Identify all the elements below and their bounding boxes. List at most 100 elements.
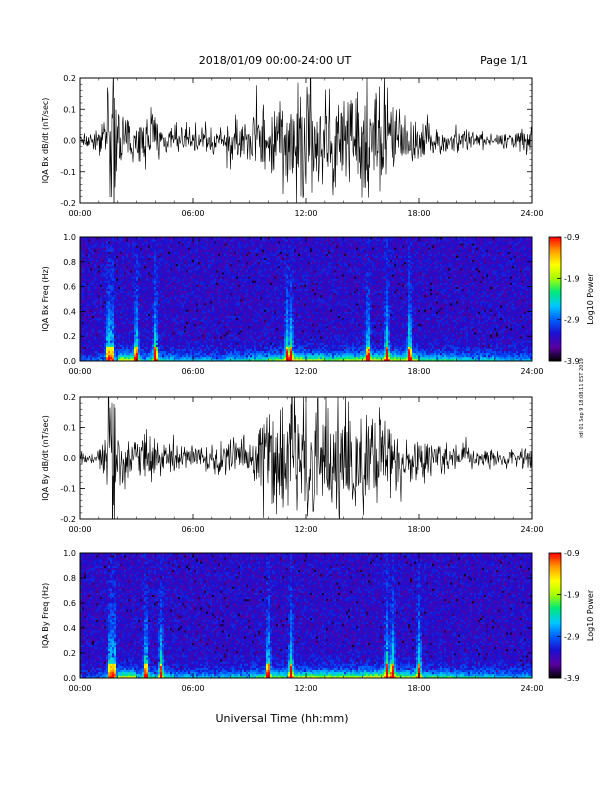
spectrogram-cell bbox=[172, 324, 174, 326]
spectrogram-cell bbox=[120, 282, 122, 284]
spectrogram-cell bbox=[194, 347, 196, 349]
spectrogram-cell bbox=[136, 295, 138, 297]
spectrogram-cell bbox=[208, 307, 210, 309]
spectrogram-cell bbox=[236, 342, 238, 344]
spectrogram-cell bbox=[226, 347, 228, 349]
spectrogram-cell bbox=[210, 303, 212, 305]
spectrogram-cell bbox=[168, 326, 170, 328]
spectrogram-cell bbox=[208, 303, 210, 305]
spectrogram-cell bbox=[168, 270, 170, 272]
spectrogram-cell bbox=[88, 355, 90, 357]
spectrogram-cell bbox=[238, 256, 240, 258]
spectrogram-cell bbox=[118, 262, 120, 264]
spectrogram-cell bbox=[168, 305, 170, 307]
spectrogram-cell bbox=[158, 282, 160, 284]
spectrogram-cell bbox=[190, 254, 192, 256]
spectrogram-cell bbox=[176, 353, 178, 355]
spectrogram-cell bbox=[156, 340, 158, 342]
spectrogram-cell bbox=[228, 243, 230, 245]
spectrogram-cell bbox=[162, 307, 164, 309]
spectrogram-cell bbox=[98, 340, 100, 342]
spectrogram-cell bbox=[100, 299, 102, 301]
spectrogram-cell bbox=[236, 268, 238, 270]
spectrogram-cell bbox=[124, 353, 126, 355]
spectrogram-cell bbox=[242, 324, 244, 326]
spectrogram-cell bbox=[142, 245, 144, 247]
spectrogram-cell bbox=[130, 349, 132, 351]
spectrogram-cell bbox=[226, 272, 228, 274]
spectrogram-cell bbox=[228, 324, 230, 326]
spectrogram-cell bbox=[170, 309, 172, 311]
spectrogram-cell bbox=[96, 311, 98, 313]
spectrogram-cell bbox=[98, 291, 100, 293]
spectrogram-cell bbox=[90, 320, 92, 322]
spectrogram-cell bbox=[148, 349, 150, 351]
spectrogram-cell bbox=[188, 260, 190, 262]
spectrogram-cell bbox=[142, 326, 144, 328]
spectrogram-cell bbox=[106, 268, 108, 270]
spectrogram-cell bbox=[216, 256, 218, 258]
spectrogram-cell bbox=[204, 357, 206, 359]
spectrogram-cell bbox=[130, 307, 132, 309]
spectrogram-cell bbox=[98, 260, 100, 262]
spectrogram-cell bbox=[104, 289, 106, 291]
spectrogram-cell bbox=[92, 305, 94, 307]
spectrogram-cell bbox=[148, 287, 150, 289]
spectrogram-cell bbox=[168, 293, 170, 295]
spectrogram-cell bbox=[232, 313, 234, 315]
spectrogram-cell bbox=[84, 274, 86, 276]
spectrogram-cell bbox=[134, 347, 136, 349]
spectrogram-cell bbox=[128, 280, 130, 282]
spectrogram-cell bbox=[110, 285, 112, 287]
spectrogram-cell bbox=[102, 332, 104, 334]
spectrogram-cell bbox=[170, 305, 172, 307]
spectrogram-cell bbox=[190, 278, 192, 280]
spectrogram-cell bbox=[142, 256, 144, 258]
spectrogram-cell bbox=[134, 262, 136, 264]
spectrogram-cell bbox=[92, 313, 94, 315]
spectrogram-cell bbox=[148, 299, 150, 301]
spectrogram-cell bbox=[174, 332, 176, 334]
spectrogram-cell bbox=[178, 272, 180, 274]
spectrogram-cell bbox=[218, 322, 220, 324]
spectrogram-cell bbox=[206, 278, 208, 280]
spectrogram-cell bbox=[130, 289, 132, 291]
spectrogram-cell bbox=[114, 328, 116, 330]
spectrogram-cell bbox=[166, 336, 168, 338]
spectrogram-cell bbox=[238, 289, 240, 291]
spectrogram-cell bbox=[224, 282, 226, 284]
spectrogram-cell bbox=[240, 245, 242, 247]
spectrogram-cell bbox=[184, 264, 186, 266]
spectrogram-cell bbox=[168, 336, 170, 338]
spectrogram-cell bbox=[188, 272, 190, 274]
spectrogram-cell bbox=[84, 324, 86, 326]
spectrogram-cell bbox=[156, 291, 158, 293]
spectrogram-cell bbox=[134, 264, 136, 266]
spectrogram-cell bbox=[124, 324, 126, 326]
spectrogram-cell bbox=[136, 258, 138, 260]
spectrogram-cell bbox=[112, 247, 114, 249]
spectrogram-cell bbox=[134, 256, 136, 258]
spectrogram-cell bbox=[186, 299, 188, 301]
spectrogram-cell bbox=[218, 349, 220, 351]
spectrogram-cell bbox=[98, 295, 100, 297]
spectrogram-cell bbox=[108, 324, 110, 326]
spectrogram-cell bbox=[122, 291, 124, 293]
spectrogram-cell bbox=[88, 326, 90, 328]
spectrogram-cell bbox=[104, 324, 106, 326]
spectrogram-cell bbox=[198, 320, 200, 322]
spectrogram-cell bbox=[140, 256, 142, 258]
spectrogram-cell bbox=[164, 336, 166, 338]
spectrogram-cell bbox=[104, 303, 106, 305]
spectrogram-cell bbox=[144, 328, 146, 330]
spectrogram-cell bbox=[188, 297, 190, 299]
spectrogram-cell bbox=[150, 249, 152, 251]
spectrogram-cell bbox=[184, 243, 186, 245]
spectrogram-cell bbox=[158, 285, 160, 287]
spectrogram-cell bbox=[152, 347, 154, 349]
spectrogram-cell bbox=[204, 332, 206, 334]
spectrogram-cell bbox=[144, 295, 146, 297]
spectrogram-cell bbox=[202, 287, 204, 289]
spectrogram-cell bbox=[168, 276, 170, 278]
spectrogram-cell bbox=[148, 330, 150, 332]
